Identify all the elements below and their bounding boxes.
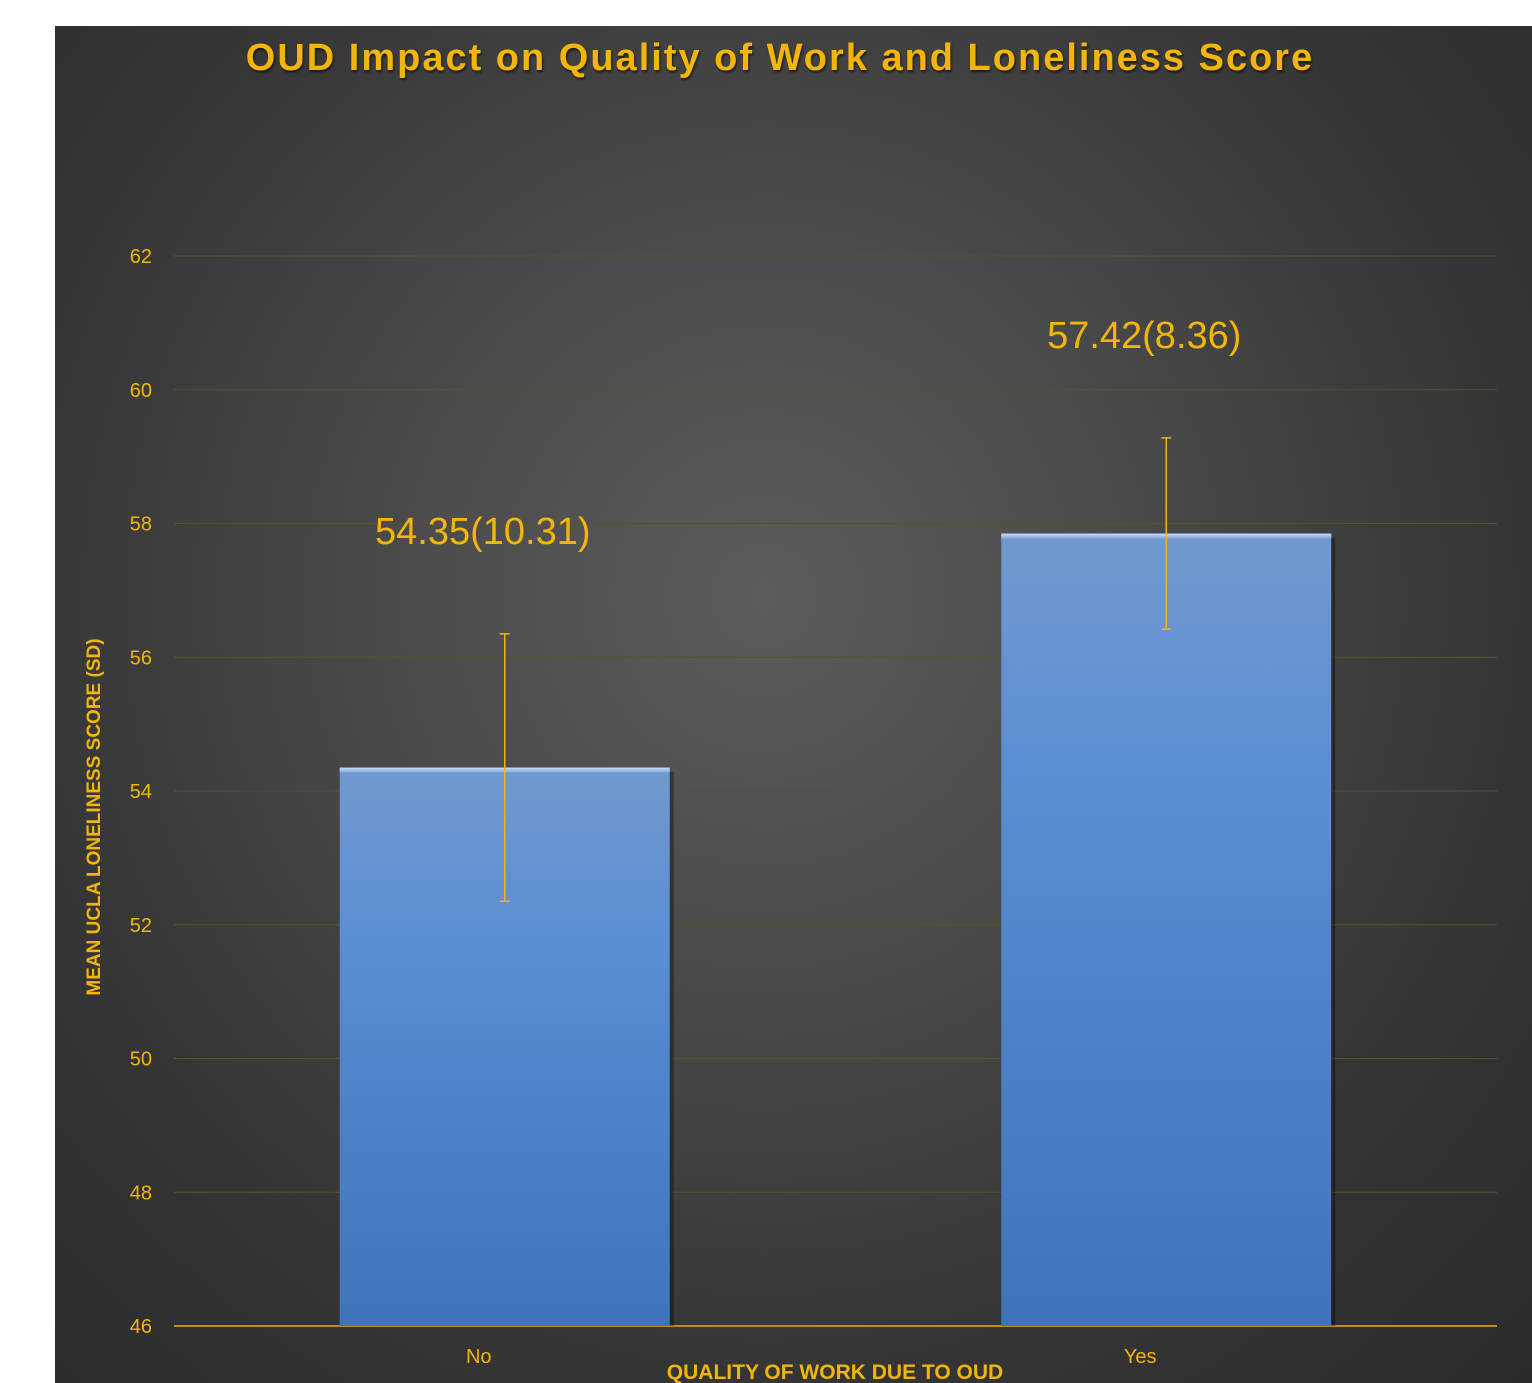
y-tick-label: 46: [130, 1316, 152, 1338]
data-label: 57.42(8.36): [1047, 315, 1241, 357]
y-tick-label: 60: [130, 380, 152, 402]
y-tick-label: 58: [130, 514, 152, 536]
x-axis-label: QUALITY OF WORK DUE TO OUD: [666, 1361, 1004, 1383]
y-tick-label: 54: [130, 781, 152, 803]
chart-title: OUD Impact on Quality of Work and Loneli…: [245, 37, 1315, 79]
y-tick-label: 62: [130, 246, 152, 268]
bar: [1001, 533, 1332, 1326]
y-tick-label: 52: [130, 915, 152, 937]
x-tick-label: Yes: [1124, 1346, 1157, 1368]
plot-svg: 46 48 50 52 54 56 58 60 62 54.35(10.31) No 57.42(8.…: [130, 246, 1497, 1368]
data-label: 54.35(10.31): [375, 511, 591, 553]
y-tick-label: 56: [130, 647, 152, 669]
chart-area: OUD Impact on Quality of Work and Loneli…: [55, 26, 1532, 1383]
y-tick-label: 50: [130, 1049, 152, 1071]
y-tick-label: 48: [130, 1182, 152, 1204]
x-tick-label: No: [466, 1346, 492, 1368]
